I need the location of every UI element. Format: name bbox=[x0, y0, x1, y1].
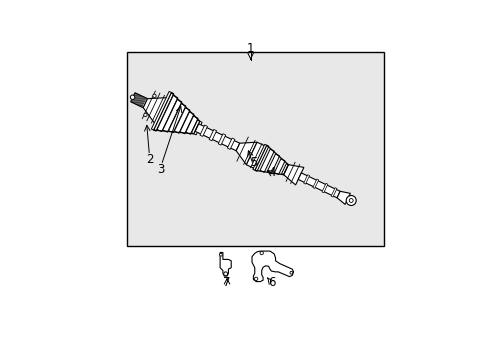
Polygon shape bbox=[209, 130, 216, 141]
Circle shape bbox=[254, 277, 257, 280]
Circle shape bbox=[289, 271, 292, 274]
Polygon shape bbox=[191, 120, 202, 135]
Bar bbox=[127, 51, 383, 246]
Polygon shape bbox=[281, 164, 290, 176]
Polygon shape bbox=[218, 134, 225, 145]
Polygon shape bbox=[236, 142, 257, 165]
Polygon shape bbox=[157, 95, 178, 132]
Polygon shape bbox=[130, 93, 147, 108]
Polygon shape bbox=[174, 108, 189, 133]
Polygon shape bbox=[267, 154, 279, 174]
Text: 4: 4 bbox=[268, 166, 275, 179]
Polygon shape bbox=[252, 144, 268, 171]
Polygon shape bbox=[180, 112, 194, 134]
Polygon shape bbox=[321, 183, 327, 193]
Text: 7: 7 bbox=[223, 276, 230, 289]
Text: 1: 1 bbox=[246, 42, 254, 55]
Polygon shape bbox=[312, 179, 318, 188]
Polygon shape bbox=[303, 175, 309, 184]
Circle shape bbox=[152, 94, 156, 98]
Polygon shape bbox=[200, 125, 207, 136]
Text: 5: 5 bbox=[249, 156, 257, 169]
Circle shape bbox=[130, 95, 135, 99]
Polygon shape bbox=[260, 149, 274, 172]
Circle shape bbox=[260, 251, 263, 255]
Circle shape bbox=[348, 199, 352, 202]
Polygon shape bbox=[143, 98, 169, 125]
Circle shape bbox=[143, 113, 147, 117]
Text: 3: 3 bbox=[157, 163, 165, 176]
Circle shape bbox=[219, 253, 222, 256]
Polygon shape bbox=[168, 104, 185, 133]
Polygon shape bbox=[227, 138, 234, 149]
Polygon shape bbox=[220, 252, 231, 276]
Circle shape bbox=[346, 195, 355, 206]
Polygon shape bbox=[283, 165, 303, 185]
Polygon shape bbox=[163, 100, 182, 132]
Polygon shape bbox=[151, 91, 173, 131]
Polygon shape bbox=[246, 142, 265, 169]
Polygon shape bbox=[195, 124, 239, 151]
Polygon shape bbox=[274, 159, 285, 175]
Polygon shape bbox=[298, 173, 340, 198]
Text: 6: 6 bbox=[267, 276, 275, 289]
Polygon shape bbox=[185, 116, 198, 134]
Text: 2: 2 bbox=[145, 153, 153, 166]
Circle shape bbox=[224, 272, 227, 276]
Polygon shape bbox=[330, 188, 336, 197]
Polygon shape bbox=[251, 251, 293, 282]
Polygon shape bbox=[336, 191, 350, 204]
